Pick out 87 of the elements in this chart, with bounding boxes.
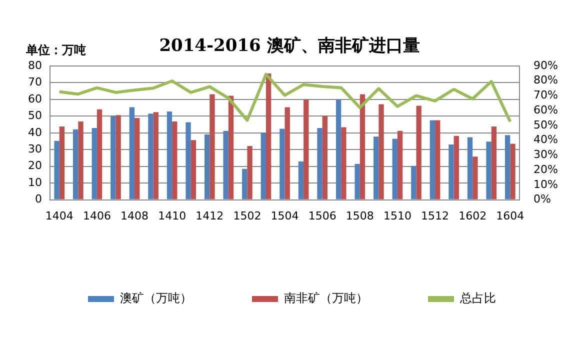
x-tick-label: 1406 (82, 209, 111, 222)
bar (210, 94, 215, 200)
bar (374, 136, 379, 200)
x-tick-label: 1502 (233, 209, 262, 222)
x-tick-label: 1510 (383, 209, 412, 222)
bar (166, 111, 172, 200)
x-tick-label: 1408 (120, 209, 149, 222)
bar (341, 127, 346, 200)
y-tick-label: 80 (28, 58, 42, 72)
x-tick-label: 1404 (45, 209, 74, 222)
x-tick-label: 1410 (158, 209, 186, 222)
bar (54, 140, 60, 200)
bar (59, 126, 65, 200)
bar (304, 100, 309, 200)
y-tick-label: 50 (28, 109, 42, 122)
chart-title: 2014-2016 澳矿、南非矿进口量 (159, 36, 420, 56)
bar (190, 140, 196, 200)
y-axis-title: 单位：万吨 (26, 42, 86, 59)
y-tick-label: 70 (28, 76, 42, 89)
bar (354, 164, 360, 200)
bar (247, 146, 252, 200)
bar (430, 120, 436, 200)
bar (491, 126, 497, 200)
bar (186, 122, 191, 200)
x-tick-label: 1604 (496, 209, 524, 222)
x-tick-label: 1602 (458, 209, 487, 222)
y2-tick-label: 90% (534, 58, 558, 72)
y-tick-label: 60 (28, 92, 42, 106)
bar (454, 136, 459, 200)
x-tick-label: 1508 (346, 209, 374, 222)
bar (280, 128, 285, 200)
y2-tick-label: 60% (534, 103, 558, 116)
y-tick-label: 30 (28, 142, 42, 156)
bar (260, 132, 266, 200)
bar (467, 137, 473, 200)
bar (266, 74, 272, 200)
bar (504, 135, 510, 200)
bar (129, 107, 135, 200)
bar (416, 106, 422, 200)
bar (322, 116, 328, 200)
bar (435, 120, 440, 200)
bar (204, 134, 210, 200)
bar (116, 115, 121, 200)
bar (411, 166, 416, 200)
bar (378, 104, 384, 200)
y2-tick-label: 10% (534, 178, 558, 191)
bar (486, 142, 492, 200)
x-tick-label: 1512 (421, 209, 450, 222)
y2-tick-label: 30% (534, 148, 558, 162)
bar (284, 107, 290, 200)
bar (110, 116, 116, 200)
bar (336, 100, 342, 200)
x-tick-label: 1412 (196, 209, 224, 222)
legend-label: 澳矿（万吨） (120, 291, 192, 306)
y-tick-label: 0 (34, 192, 42, 206)
y2-tick-label: 70% (534, 88, 558, 102)
bar (92, 128, 97, 200)
x-tick-label: 1506 (308, 209, 336, 222)
y2-tick-label: 20% (534, 162, 558, 176)
bar (134, 118, 140, 200)
bar (448, 144, 454, 200)
bar (228, 96, 234, 200)
bar (96, 109, 102, 200)
y2-tick-label: 50% (534, 118, 558, 132)
legend-label: 总占比 (459, 291, 496, 306)
bar (317, 128, 322, 200)
bar (392, 138, 398, 200)
bar (510, 144, 516, 200)
y2-tick-label: 0% (534, 192, 552, 206)
bar (242, 168, 248, 200)
y2-tick-label: 40% (534, 133, 558, 146)
y-tick-label: 20 (28, 159, 42, 172)
y-tick-label: 10 (28, 176, 42, 189)
bar (298, 161, 304, 200)
bar (153, 112, 158, 200)
bar (360, 94, 366, 200)
bar (73, 129, 78, 200)
y-tick-label: 40 (28, 126, 42, 139)
bar (172, 122, 178, 200)
y2-tick-label: 80% (534, 74, 558, 87)
bar (472, 156, 478, 200)
bar (397, 130, 403, 200)
bar (148, 114, 154, 200)
bar (78, 122, 84, 200)
bar (223, 130, 228, 200)
legend-label: 南非矿（万吨） (284, 291, 368, 306)
x-tick-label: 1504 (270, 209, 299, 222)
